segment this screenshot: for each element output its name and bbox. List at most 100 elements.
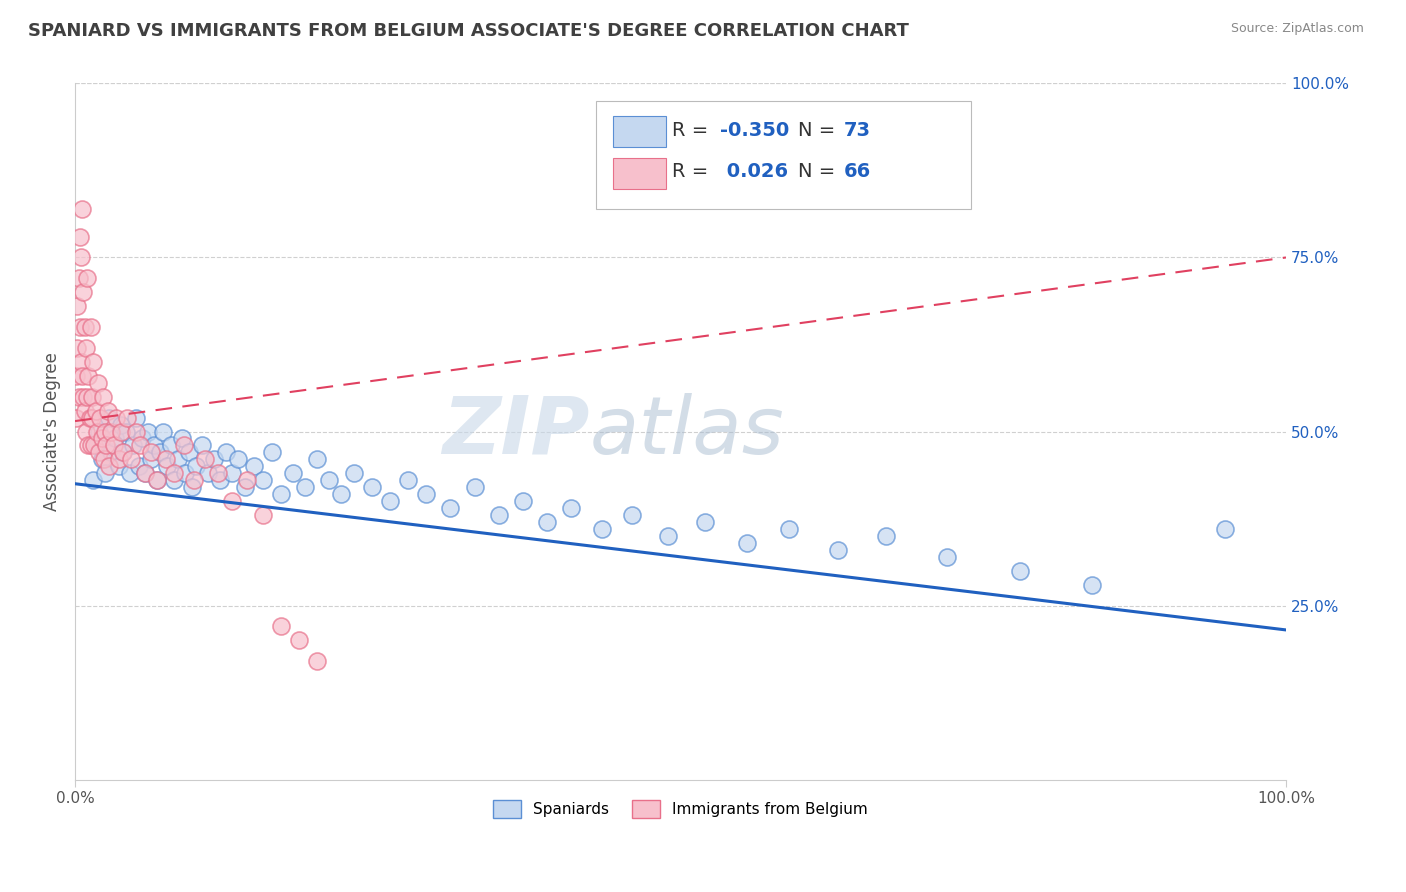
Point: [94, 467, 117, 481]
FancyBboxPatch shape: [613, 116, 666, 147]
Point: [80, 320, 103, 334]
Point: [415, 487, 437, 501]
Point: [100, 445, 122, 459]
Text: atlas: atlas: [589, 392, 785, 470]
Point: [115, 410, 138, 425]
FancyBboxPatch shape: [613, 158, 666, 188]
Point: [72, 285, 94, 300]
Point: [621, 508, 644, 522]
Point: [935, 549, 957, 564]
Text: N =: N =: [799, 162, 841, 181]
Point: [110, 417, 132, 432]
Text: -0.350: -0.350: [720, 120, 790, 139]
Point: [72, 202, 94, 216]
Point: [96, 438, 118, 452]
Point: [342, 467, 364, 481]
Point: [184, 459, 207, 474]
Point: [82, 473, 104, 487]
Text: N =: N =: [799, 120, 841, 139]
Point: [124, 425, 146, 439]
Point: [657, 529, 679, 543]
Point: [75, 425, 97, 439]
Point: [141, 452, 163, 467]
Point: [76, 271, 98, 285]
Point: [146, 473, 169, 487]
Point: [221, 467, 243, 481]
Point: [79, 410, 101, 425]
Point: [163, 473, 186, 487]
Point: [181, 480, 204, 494]
Point: [93, 452, 115, 467]
Point: [72, 368, 94, 383]
Point: [170, 432, 193, 446]
Point: [163, 467, 186, 481]
Point: [307, 654, 329, 668]
Point: [194, 452, 217, 467]
Point: [120, 452, 142, 467]
Point: [155, 452, 177, 467]
Point: [215, 445, 238, 459]
Point: [77, 368, 100, 383]
Point: [146, 473, 169, 487]
Point: [118, 467, 141, 481]
Point: [141, 445, 163, 459]
Point: [360, 480, 382, 494]
Point: [129, 438, 152, 452]
Text: 66: 66: [844, 162, 872, 181]
Point: [330, 487, 353, 501]
Point: [396, 473, 419, 487]
Point: [84, 403, 107, 417]
Point: [318, 473, 340, 487]
Point: [177, 445, 200, 459]
Point: [378, 494, 401, 508]
Point: [294, 480, 316, 494]
Point: [693, 515, 716, 529]
Point: [124, 410, 146, 425]
Point: [197, 467, 219, 481]
Point: [159, 438, 181, 452]
Point: [281, 467, 304, 481]
Point: [89, 445, 111, 459]
Point: [735, 536, 758, 550]
Point: [536, 515, 558, 529]
Point: [173, 438, 195, 452]
Point: [80, 438, 103, 452]
Text: 0.026: 0.026: [720, 162, 789, 181]
Point: [65, 410, 87, 425]
FancyBboxPatch shape: [596, 101, 972, 209]
Point: [149, 445, 172, 459]
Text: R =: R =: [672, 162, 714, 181]
Point: [136, 425, 159, 439]
Point: [77, 438, 100, 452]
Point: [65, 368, 87, 383]
Y-axis label: Associate's Degree: Associate's Degree: [44, 352, 60, 511]
Point: [89, 410, 111, 425]
Point: [75, 341, 97, 355]
Point: [107, 459, 129, 474]
Point: [134, 467, 156, 481]
Point: [87, 376, 110, 390]
Point: [134, 467, 156, 481]
Point: [90, 432, 112, 446]
Point: [67, 271, 90, 285]
Point: [110, 425, 132, 439]
Point: [86, 438, 108, 452]
Point: [228, 452, 250, 467]
Point: [142, 438, 165, 452]
Point: [174, 467, 197, 481]
Point: [875, 529, 897, 543]
Point: [183, 473, 205, 487]
Point: [100, 425, 122, 439]
Point: [66, 341, 89, 355]
Point: [439, 501, 461, 516]
Point: [83, 438, 105, 452]
Point: [233, 480, 256, 494]
Point: [90, 452, 112, 467]
Text: ZIP: ZIP: [443, 392, 589, 470]
Point: [1081, 577, 1104, 591]
Point: [72, 390, 94, 404]
Point: [560, 501, 582, 516]
Point: [112, 445, 135, 459]
Point: [128, 459, 150, 474]
Text: Source: ZipAtlas.com: Source: ZipAtlas.com: [1230, 22, 1364, 36]
